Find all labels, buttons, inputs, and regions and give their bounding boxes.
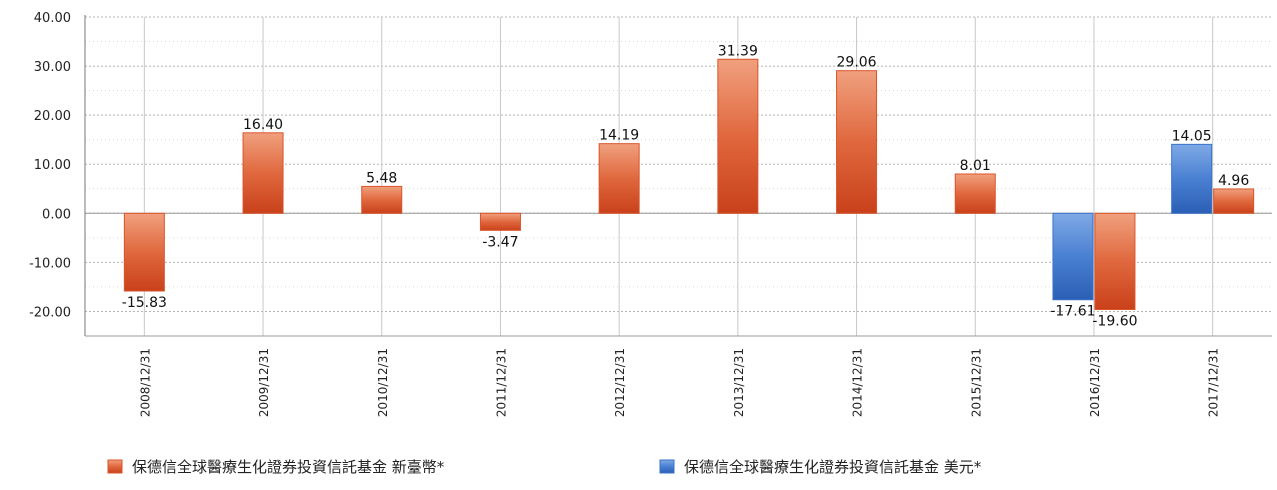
bar-twd	[1094, 212, 1136, 310]
data-label: 14.05	[1172, 128, 1212, 144]
data-label: -3.47	[482, 234, 518, 250]
bar-twd	[717, 58, 759, 214]
data-label: 29.06	[837, 55, 877, 71]
x-tick-label: 2013/12/31	[732, 348, 746, 417]
axes: 40.00 30.00 20.00 10.00 0.00 -10.00 -20.00 2008…	[29, 11, 1272, 417]
bar-twd	[361, 185, 403, 214]
data-label: -17.61	[1050, 304, 1095, 320]
x-tick-label: 2008/12/31	[138, 348, 152, 417]
bar-twd	[123, 212, 165, 292]
bar-usd	[1171, 143, 1213, 214]
y-tick-label: 30.00	[34, 60, 71, 75]
x-tick-label: 2009/12/31	[257, 348, 271, 417]
y-tick-label: 20.00	[34, 109, 71, 124]
data-labels: -15.83 16.40 5.48 -3.47 14.19 31.39 29.06 8.01 -…	[122, 43, 1250, 329]
y-tick-label: 40.00	[34, 11, 71, 26]
x-tick-label: 2016/12/31	[1088, 348, 1102, 417]
legend-label: 保德信全球醫療生化證券投資信託基金 美元*	[684, 458, 982, 476]
bar-usd	[1052, 212, 1094, 301]
bars	[123, 58, 1255, 310]
x-tick-label: 2010/12/31	[376, 348, 390, 417]
data-label: 14.19	[599, 128, 639, 144]
y-tick-label: 10.00	[34, 158, 71, 173]
data-label: -19.60	[1092, 313, 1137, 329]
x-tick-label: 2014/12/31	[851, 348, 865, 417]
data-label: 8.01	[960, 158, 991, 174]
x-tick-label: 2012/12/31	[613, 348, 627, 417]
bar-twd	[242, 132, 284, 214]
data-label: 16.40	[243, 117, 283, 133]
data-label: 5.48	[366, 170, 397, 186]
bar-twd	[954, 173, 996, 214]
x-tick-label: 2017/12/31	[1207, 348, 1221, 417]
bar-twd	[479, 212, 521, 231]
legend-label: 保德信全球醫療生化證券投資信託基金 新臺幣*	[132, 458, 445, 476]
y-tick-label: -10.00	[29, 256, 71, 271]
legend-swatch	[659, 459, 675, 474]
bar-twd	[1213, 188, 1255, 214]
x-tick-label: 2015/12/31	[969, 348, 983, 417]
data-label: 31.39	[718, 43, 758, 59]
y-tick-label: 0.00	[42, 207, 71, 222]
data-label: -15.83	[122, 295, 167, 311]
data-label: 4.96	[1218, 173, 1249, 189]
legend-swatch	[107, 459, 123, 474]
legend: 保德信全球醫療生化證券投資信託基金 新臺幣* 保德信全球醫療生化證券投資信託基金 …	[107, 458, 982, 476]
x-tick-label: 2011/12/31	[494, 348, 508, 417]
bar-twd	[836, 70, 878, 214]
bar-twd	[598, 143, 640, 214]
y-tick-label: -20.00	[29, 305, 71, 320]
